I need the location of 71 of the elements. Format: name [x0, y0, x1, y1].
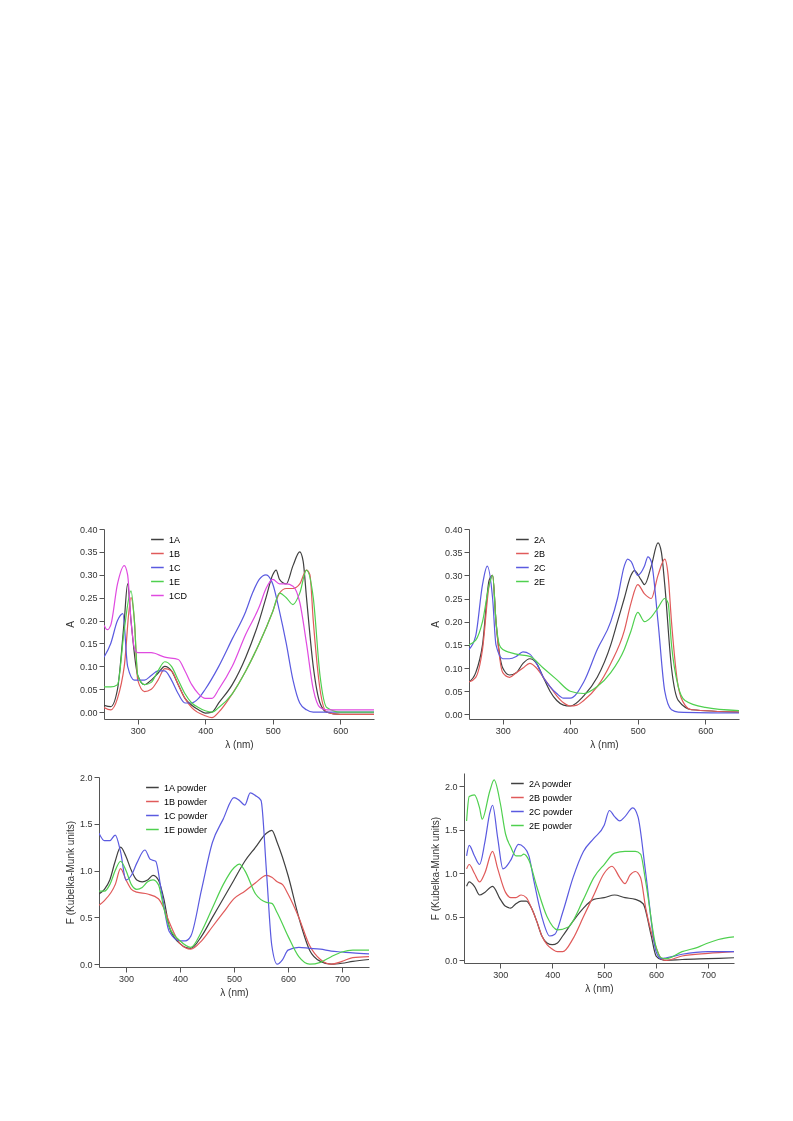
y-tick-label: 0.40 — [444, 524, 463, 535]
y-tick-label: 1.5 — [444, 825, 458, 836]
legend-label: 2A — [533, 534, 545, 545]
x-tick-label: 700 — [334, 973, 351, 984]
y-tick-label: 1.0 — [444, 868, 458, 879]
y-tick-label: 0.35 — [444, 547, 463, 558]
legend-label: 1E — [168, 576, 180, 587]
x-tick-label: 300 — [118, 973, 135, 984]
x-tick-label: 600 — [698, 725, 714, 736]
x-tick-label: 600 — [649, 969, 665, 980]
y-tick-label: 0.30 — [444, 570, 463, 581]
x-tick-label: 400 — [545, 969, 561, 980]
x-tick-label: 600 — [333, 725, 349, 736]
x-tick-label: 400 — [172, 973, 189, 984]
y-tick-label: 0.05 — [444, 686, 463, 697]
y-axis-title: A — [429, 620, 441, 628]
legend-label: 1C — [168, 562, 181, 573]
x-axis-title: λ (nm) — [225, 738, 254, 750]
x-tick-label: 700 — [701, 969, 717, 980]
legend-label: 2C — [533, 562, 546, 573]
x-tick-label: 500 — [226, 973, 243, 984]
x-tick-label: 300 — [130, 725, 146, 736]
y-axis-title: F (Kubelka-Munk units) — [429, 816, 441, 921]
legend-label: 2E — [533, 576, 545, 587]
y-tick-label: 2.0 — [444, 781, 458, 792]
legend-label: 1E powder — [163, 824, 207, 835]
y-tick-label: 0.00 — [79, 707, 98, 718]
y-tick-label: 0.35 — [79, 547, 98, 558]
legend-label: 1B powder — [163, 796, 207, 807]
y-tick-label: 0.20 — [79, 616, 98, 627]
legend-label: 2B — [533, 548, 545, 559]
legend-label: 1A powder — [163, 782, 207, 793]
y-tick-label: 0.5 — [79, 912, 93, 923]
y-tick-label: 0.30 — [79, 570, 98, 581]
y-tick-label: 0.05 — [79, 684, 98, 695]
y-tick-label: 0.0 — [444, 955, 458, 966]
x-axis-title: λ (nm) — [585, 982, 614, 994]
x-tick-label: 400 — [198, 725, 214, 736]
y-tick-label: 0.20 — [444, 617, 463, 628]
legend-label: 2A powder — [528, 778, 572, 789]
y-tick-label: 0.5 — [444, 912, 458, 923]
legend-label: 2C powder — [528, 806, 573, 817]
x-tick-label: 600 — [280, 973, 297, 984]
x-axis-title: λ (nm) — [590, 738, 619, 750]
y-tick-label: 0.25 — [444, 594, 463, 605]
y-axis-title: F (Kubelka-Munk units) — [64, 820, 76, 925]
x-tick-label: 500 — [630, 725, 646, 736]
x-tick-label: 400 — [563, 725, 579, 736]
x-axis-title: λ (nm) — [220, 986, 249, 998]
legend-label: 1B — [168, 548, 180, 559]
legend-label: 1CD — [168, 590, 188, 601]
y-tick-label: 0.10 — [444, 663, 463, 674]
y-tick-label: 1.5 — [79, 819, 93, 830]
y-axis-title: A — [64, 620, 76, 628]
y-tick-label: 0.00 — [444, 709, 463, 720]
y-tick-label: 0.10 — [79, 661, 98, 672]
y-tick-label: 1.0 — [79, 866, 93, 877]
y-tick-label: 0.0 — [79, 959, 93, 970]
legend-label: 1A — [168, 534, 180, 545]
x-tick-label: 300 — [495, 725, 511, 736]
y-tick-label: 0.15 — [444, 640, 463, 651]
legend-label: 2B powder — [528, 792, 572, 803]
y-tick-label: 2.0 — [79, 772, 93, 783]
y-tick-label: 0.25 — [79, 593, 98, 604]
y-tick-label: 0.15 — [79, 638, 98, 649]
x-tick-label: 500 — [597, 969, 613, 980]
legend-label: 1C powder — [163, 810, 208, 821]
x-tick-label: 300 — [493, 969, 509, 980]
legend-label: 2E powder — [528, 820, 572, 831]
x-tick-label: 500 — [265, 725, 281, 736]
y-tick-label: 0.40 — [79, 524, 98, 535]
